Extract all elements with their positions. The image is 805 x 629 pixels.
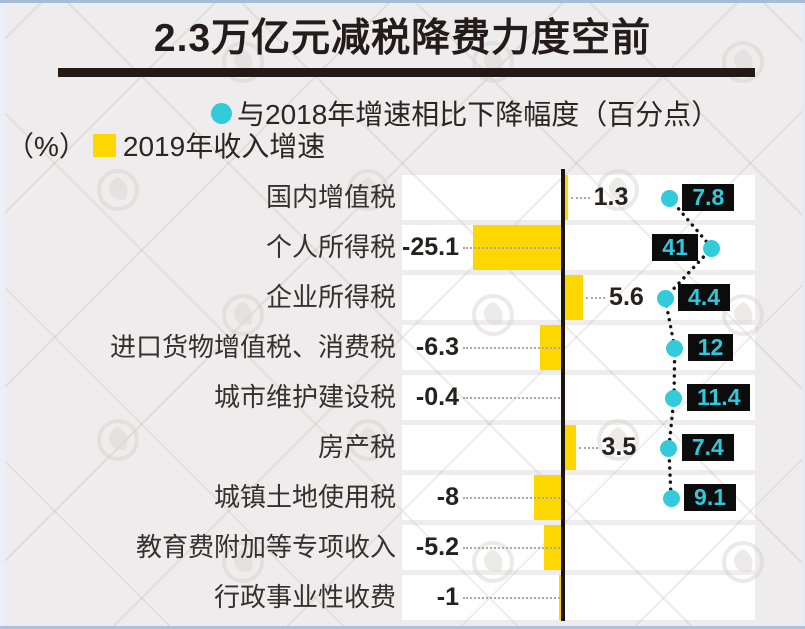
drop-dot-icon xyxy=(703,239,721,257)
top-border xyxy=(0,0,805,3)
category-label: 个人所得税 xyxy=(265,232,396,262)
leader-line xyxy=(463,497,563,499)
growth-value-label: -25.1 xyxy=(402,233,459,261)
left-border xyxy=(0,0,5,629)
category-label: 行政事业性收费 xyxy=(213,582,396,612)
title-underline xyxy=(58,68,755,77)
right-border xyxy=(802,0,805,629)
row-band xyxy=(402,525,755,570)
category-label: 进口货物增值税、消费税 xyxy=(109,332,396,362)
growth-value-label: 1.3 xyxy=(593,183,629,211)
category-label: 城市维护建设税 xyxy=(213,382,396,412)
leader-line xyxy=(586,297,606,299)
category-label: 国内增值税 xyxy=(265,182,396,212)
growth-value-label: -5.2 xyxy=(415,533,459,561)
leader-line xyxy=(463,397,563,399)
growth-value-label: 3.5 xyxy=(601,433,637,461)
category-label: 城镇土地使用税 xyxy=(213,482,396,512)
drop-dot-icon xyxy=(662,489,680,507)
legend-unit-label: （%） xyxy=(6,131,87,162)
category-label: 教育费附加等专项收入 xyxy=(135,532,396,562)
growth-bar xyxy=(563,275,584,320)
leader-line xyxy=(463,597,563,599)
drop-dot-icon xyxy=(665,389,683,407)
drop-value-badge: 11.4 xyxy=(686,384,751,411)
drop-dot-icon xyxy=(660,189,678,207)
leader-line xyxy=(570,197,590,199)
cyan-dot-icon xyxy=(211,102,232,124)
category-label: 企业所得税 xyxy=(265,282,396,312)
growth-value-label: -8 xyxy=(436,483,459,511)
zero-axis-line xyxy=(561,169,565,621)
growth-bar xyxy=(563,175,568,220)
growth-value-label: -0.4 xyxy=(415,383,459,411)
yellow-square-icon xyxy=(92,133,116,157)
drop-value-badge: 41 xyxy=(652,234,698,261)
drop-value-badge: 9.1 xyxy=(684,484,737,511)
leader-line xyxy=(463,347,563,349)
drop-value-badge: 12 xyxy=(687,334,734,361)
row-band xyxy=(402,575,755,620)
drop-value-badge: 7.4 xyxy=(681,434,734,461)
growth-value-label: -1 xyxy=(436,583,459,611)
legend-drop-label: 与2018年增速相比下降幅度（百分点） xyxy=(237,99,720,130)
drop-dot-icon xyxy=(666,339,684,357)
legend-growth: （%） 2019年收入增速 xyxy=(6,125,325,165)
leader-line xyxy=(578,447,598,449)
growth-value-label: 5.6 xyxy=(609,283,644,311)
bottom-border xyxy=(0,626,805,629)
drop-dot-icon xyxy=(660,439,678,457)
growth-value-label: -6.3 xyxy=(415,333,459,361)
legend-growth-label: 2019年收入增速 xyxy=(122,131,326,162)
drop-value-badge: 4.4 xyxy=(678,284,731,311)
drop-value-badge: 7.8 xyxy=(682,184,735,211)
leader-line xyxy=(463,247,563,249)
chart-title: 2.3万亿元减税降费力度空前 xyxy=(153,17,652,60)
leader-line xyxy=(463,547,563,549)
drop-dot-icon xyxy=(656,289,674,307)
legend-drop: 与2018年增速相比下降幅度（百分点） xyxy=(211,93,719,133)
growth-bar xyxy=(563,425,576,470)
category-label: 房产税 xyxy=(317,432,396,462)
